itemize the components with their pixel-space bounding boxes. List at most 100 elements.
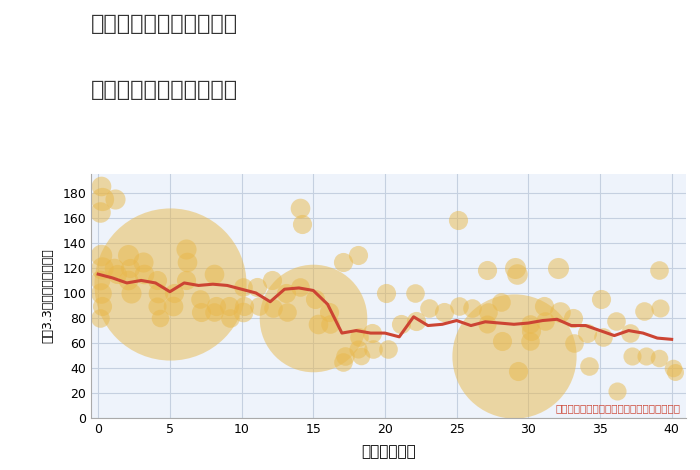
Point: [195, 296, 206, 303]
Point: [568, 339, 580, 347]
Point: [424, 304, 435, 312]
Point: [382, 345, 393, 353]
Point: [95, 289, 106, 297]
Point: [95, 183, 106, 190]
Point: [497, 337, 508, 345]
Point: [553, 264, 564, 272]
Point: [209, 270, 220, 278]
Point: [395, 321, 406, 328]
Point: [612, 387, 623, 394]
Point: [196, 308, 207, 315]
Point: [654, 304, 666, 312]
Point: [438, 308, 449, 315]
X-axis label: 築年数（年）: 築年数（年）: [361, 445, 416, 460]
Point: [111, 270, 122, 278]
Point: [467, 304, 478, 312]
Point: [323, 308, 335, 315]
Point: [267, 304, 279, 312]
Point: [139, 270, 150, 278]
Point: [510, 264, 521, 272]
Point: [653, 266, 664, 274]
Point: [639, 307, 650, 314]
Point: [454, 302, 465, 309]
Point: [340, 352, 351, 360]
Point: [151, 277, 162, 284]
Point: [626, 352, 637, 360]
Point: [452, 217, 463, 224]
Point: [669, 368, 680, 376]
Point: [337, 358, 349, 366]
Point: [337, 258, 349, 266]
Point: [122, 251, 134, 259]
Text: 築年数別中古戸建て価格: 築年数別中古戸建て価格: [91, 80, 238, 100]
Point: [411, 317, 422, 324]
Point: [596, 296, 607, 303]
Point: [511, 270, 522, 278]
Point: [668, 364, 679, 372]
Point: [108, 264, 120, 272]
Point: [164, 281, 176, 288]
Point: [624, 329, 636, 337]
Point: [410, 289, 421, 297]
Point: [355, 352, 366, 360]
Point: [237, 283, 248, 290]
Point: [281, 289, 292, 297]
Point: [524, 337, 536, 345]
Point: [266, 277, 277, 284]
Point: [482, 308, 493, 315]
Point: [295, 204, 306, 212]
Point: [567, 314, 578, 322]
Point: [97, 195, 108, 203]
Point: [352, 251, 363, 259]
Point: [307, 314, 318, 322]
Point: [180, 245, 191, 253]
Text: 円の大きさは、取引のあった物件面積を示す: 円の大きさは、取引のあった物件面積を示す: [555, 403, 680, 414]
Point: [368, 345, 379, 353]
Point: [94, 208, 105, 215]
Point: [354, 333, 365, 341]
Text: 埼玉県川口市南鳩ヶ谷の: 埼玉県川口市南鳩ヶ谷の: [91, 14, 238, 34]
Point: [583, 362, 594, 369]
Point: [223, 302, 235, 309]
Point: [225, 314, 236, 322]
Point: [282, 308, 293, 315]
Point: [312, 321, 323, 328]
Point: [526, 327, 537, 334]
Point: [167, 302, 178, 309]
Point: [97, 302, 108, 309]
Point: [296, 220, 307, 228]
Point: [153, 289, 164, 297]
Point: [210, 302, 221, 309]
Point: [512, 367, 524, 375]
Point: [137, 258, 148, 266]
Point: [237, 308, 248, 315]
Point: [524, 321, 536, 328]
Point: [110, 195, 121, 203]
Point: [124, 264, 135, 272]
Point: [540, 317, 551, 324]
Point: [597, 333, 608, 341]
Point: [325, 321, 336, 328]
Point: [640, 352, 652, 360]
Point: [95, 251, 106, 259]
Point: [94, 314, 105, 322]
Point: [253, 302, 265, 309]
Point: [582, 329, 593, 337]
Point: [169, 289, 180, 297]
Point: [209, 308, 220, 315]
Point: [180, 277, 191, 284]
Point: [94, 277, 105, 284]
Point: [496, 298, 507, 306]
Point: [181, 258, 193, 266]
Point: [154, 314, 165, 322]
Point: [125, 289, 136, 297]
Point: [309, 296, 321, 303]
Point: [97, 264, 108, 272]
Point: [508, 352, 519, 360]
Point: [295, 283, 306, 290]
Point: [610, 317, 622, 324]
Point: [352, 345, 363, 353]
Point: [151, 302, 162, 309]
Y-axis label: 坪（3.3㎡）単価（万円）: 坪（3.3㎡）単価（万円）: [41, 249, 54, 344]
Point: [252, 283, 263, 290]
